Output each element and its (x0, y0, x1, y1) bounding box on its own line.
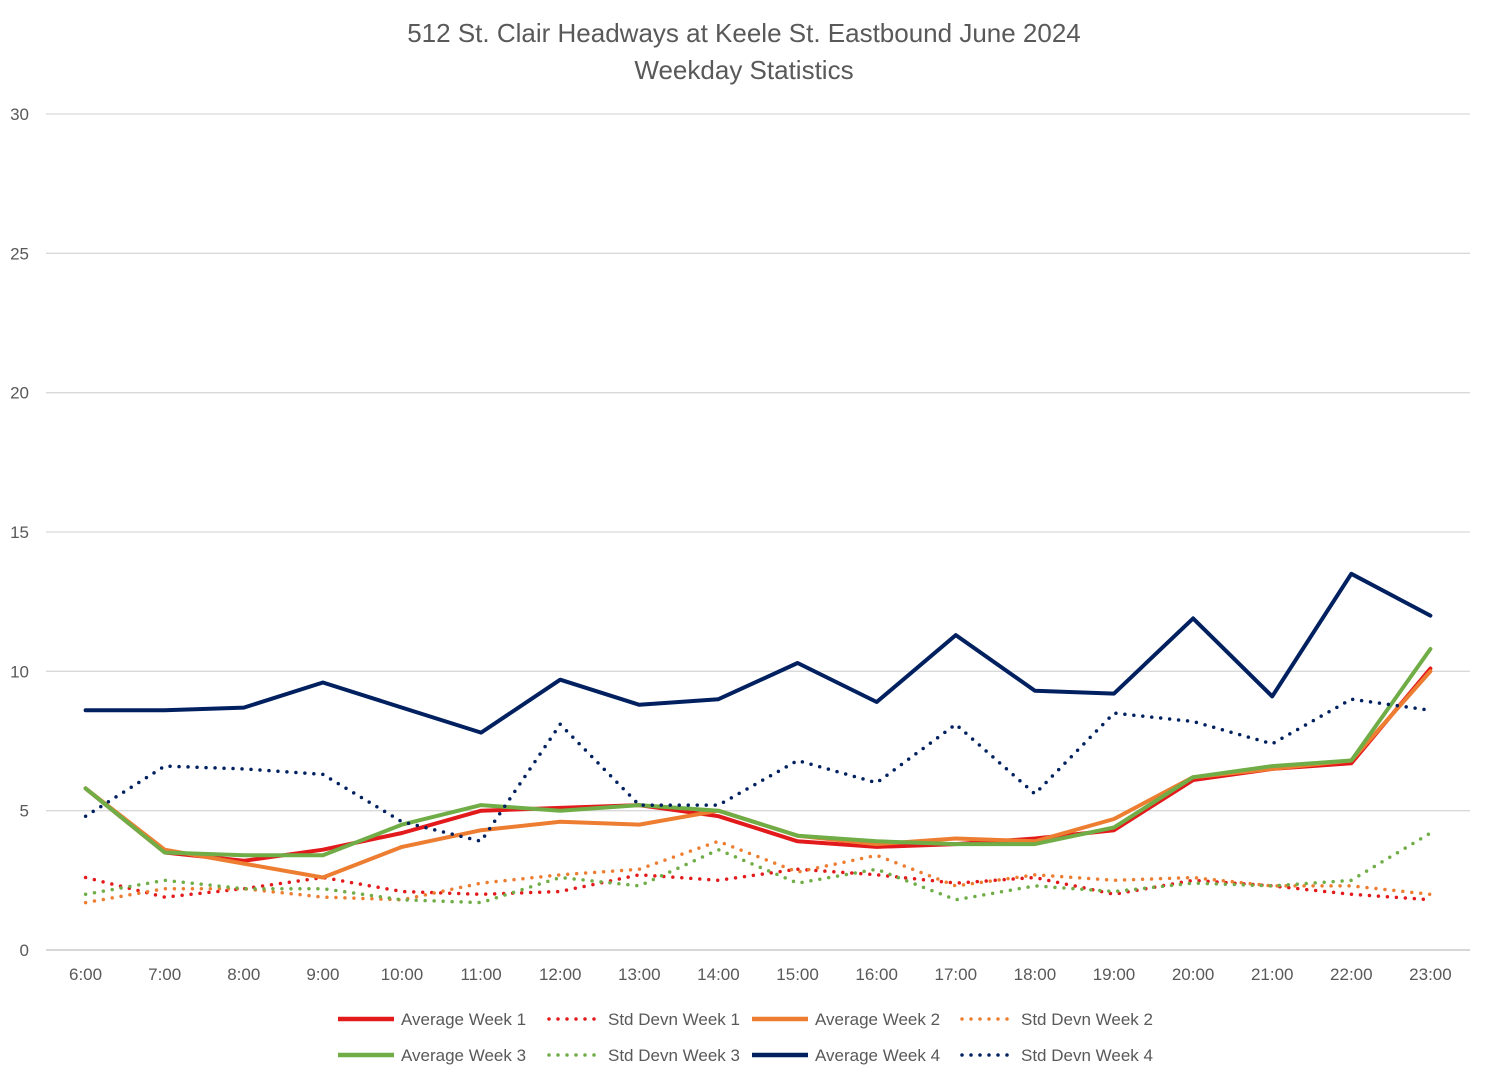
series-line-average-week-1 (83, 666, 1433, 863)
legend-label: Std Devn Week 4 (1021, 1046, 1153, 1065)
legend-item: Average Week 4 (752, 1046, 940, 1065)
x-tick-label: 20:00 (1172, 965, 1215, 984)
series-line-std-devn-week-2 (83, 839, 1433, 905)
x-tick-label: 11:00 (460, 965, 501, 984)
y-tick-label: 15 (10, 523, 29, 542)
x-tick-label: 15:00 (776, 965, 819, 984)
series-line-std-devn-week-1 (83, 867, 1433, 902)
x-tick-label: 21:00 (1251, 965, 1294, 984)
chart-title: 512 St. Clair Headways at Keele St. East… (407, 18, 1081, 48)
x-tick-label: 14:00 (697, 965, 740, 984)
legend-label: Std Devn Week 2 (1021, 1010, 1153, 1029)
x-tick-label: 23:00 (1409, 965, 1452, 984)
legend-label: Average Week 1 (401, 1010, 526, 1029)
legend-item: Average Week 1 (338, 1010, 526, 1029)
x-tick-label: 22:00 (1330, 965, 1373, 984)
legend-item: Average Week 2 (752, 1010, 940, 1029)
legend-label: Average Week 4 (815, 1046, 940, 1065)
legend-item: Std Devn Week 2 (960, 1010, 1153, 1029)
y-tick-label: 20 (10, 384, 29, 403)
x-tick-label: 9:00 (306, 965, 339, 984)
y-tick-label: 25 (10, 244, 29, 263)
gridlines (46, 113, 1470, 951)
y-tick-label: 0 (20, 941, 29, 960)
x-tick-label: 8:00 (227, 965, 260, 984)
chart-subtitle: Weekday Statistics (634, 55, 853, 85)
y-axis-ticks: 0 5 10 15 20 25 30 (10, 105, 29, 960)
legend-label: Std Devn Week 1 (608, 1010, 740, 1029)
series-line-std-devn-week-3 (83, 831, 1433, 905)
series-line-average-week-3 (83, 647, 1433, 858)
series-line-std-devn-week-4 (83, 697, 1433, 844)
x-tick-label: 16:00 (855, 965, 898, 984)
legend-item: Std Devn Week 4 (960, 1046, 1153, 1065)
x-tick-label: 6:00 (69, 965, 102, 984)
legend-label: Average Week 3 (401, 1046, 526, 1065)
legend-label: Average Week 2 (815, 1010, 940, 1029)
legend-item: Std Devn Week 1 (547, 1010, 740, 1029)
legend-item: Std Devn Week 3 (547, 1046, 740, 1065)
y-tick-label: 5 (20, 802, 29, 821)
series-line-average-week-4 (83, 571, 1433, 735)
x-tick-label: 13:00 (618, 965, 661, 984)
legend-item: Average Week 3 (338, 1046, 526, 1065)
x-tick-label: 19:00 (1093, 965, 1136, 984)
y-tick-label: 30 (10, 105, 29, 124)
series-line-average-week-2 (83, 669, 1433, 880)
x-axis-ticks: 6:00 7:00 8:00 9:00 10:00 11:00 12:00 13:00 14:0… (69, 965, 1452, 984)
x-tick-label: 7:00 (148, 965, 181, 984)
x-tick-label: 18:00 (1014, 965, 1057, 984)
x-tick-label: 12:00 (539, 965, 582, 984)
series-lines (83, 571, 1433, 905)
x-tick-label: 17:00 (935, 965, 978, 984)
x-tick-label: 10:00 (381, 965, 424, 984)
legend-label: Std Devn Week 3 (608, 1046, 740, 1065)
y-tick-label: 10 (10, 662, 29, 681)
legend: Average Week 1 Std Devn Week 1 Average Wee… (338, 1010, 1153, 1065)
